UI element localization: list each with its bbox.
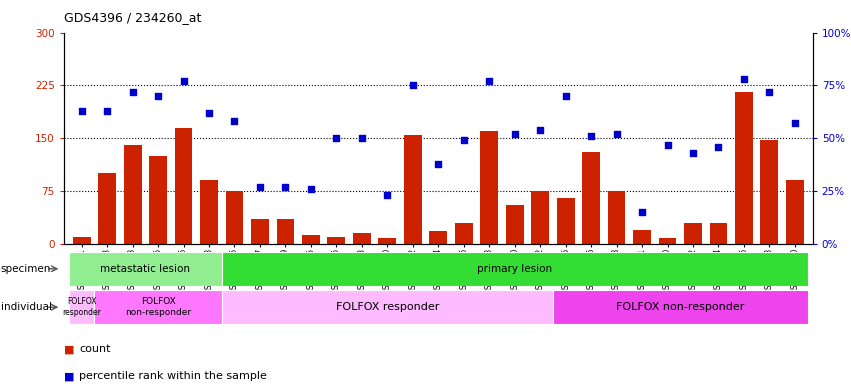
Bar <box>557 198 574 244</box>
Bar <box>69 252 222 286</box>
Point <box>431 161 445 167</box>
Point <box>100 108 114 114</box>
Point <box>228 118 242 124</box>
Bar <box>200 180 218 244</box>
Point <box>457 137 471 144</box>
Bar <box>149 156 167 244</box>
Bar <box>430 231 447 244</box>
Text: ■: ■ <box>64 344 74 354</box>
Text: individual: individual <box>1 302 52 312</box>
Point <box>686 150 700 156</box>
Text: ■: ■ <box>64 371 74 381</box>
Bar <box>94 290 222 324</box>
Text: FOLFOX non-responder: FOLFOX non-responder <box>616 302 745 312</box>
Point <box>483 78 496 84</box>
Bar <box>69 290 94 324</box>
Bar <box>379 238 397 244</box>
Bar <box>684 223 702 244</box>
Bar <box>174 127 192 244</box>
Point <box>788 121 802 127</box>
Bar <box>710 223 728 244</box>
Text: GDS4396 / 234260_at: GDS4396 / 234260_at <box>64 12 201 25</box>
Point <box>534 127 547 133</box>
Point <box>508 131 522 137</box>
Point <box>329 135 343 141</box>
Point <box>177 78 191 84</box>
Bar <box>302 235 320 244</box>
Bar <box>454 223 472 244</box>
Point <box>660 142 674 148</box>
Bar <box>328 237 346 244</box>
Bar <box>735 93 753 244</box>
Bar <box>659 238 677 244</box>
Point <box>711 144 725 150</box>
Bar <box>761 140 779 244</box>
Bar <box>480 131 498 244</box>
Point <box>75 108 89 114</box>
Text: metastatic lesion: metastatic lesion <box>100 264 191 274</box>
Text: primary lesion: primary lesion <box>477 264 552 274</box>
Bar <box>277 219 294 244</box>
Bar <box>531 191 549 244</box>
Bar <box>226 191 243 244</box>
Bar <box>98 174 116 244</box>
Bar <box>505 205 523 244</box>
Point <box>278 184 292 190</box>
Point <box>380 192 394 199</box>
Text: specimen: specimen <box>1 264 51 274</box>
Point <box>151 93 165 99</box>
Text: percentile rank within the sample: percentile rank within the sample <box>79 371 267 381</box>
Bar <box>404 135 422 244</box>
Text: FOLFOX
responder: FOLFOX responder <box>62 298 101 317</box>
Point <box>203 110 216 116</box>
Bar <box>553 290 808 324</box>
Bar <box>582 152 600 244</box>
Bar <box>608 191 625 244</box>
Text: count: count <box>79 344 111 354</box>
Bar <box>222 252 808 286</box>
Point <box>126 89 140 95</box>
Point <box>610 131 624 137</box>
Point <box>762 89 776 95</box>
Point <box>355 135 368 141</box>
Bar <box>72 237 90 244</box>
Point <box>635 209 648 215</box>
Bar <box>123 145 141 244</box>
Point <box>559 93 573 99</box>
Point <box>253 184 266 190</box>
Bar <box>222 290 553 324</box>
Bar <box>353 233 371 244</box>
Point <box>304 186 317 192</box>
Point <box>585 133 598 139</box>
Text: FOLFOX
non-responder: FOLFOX non-responder <box>125 298 191 317</box>
Bar <box>633 230 651 244</box>
Point <box>406 83 420 89</box>
Point <box>737 76 751 82</box>
Text: FOLFOX responder: FOLFOX responder <box>335 302 439 312</box>
Bar <box>251 219 269 244</box>
Bar <box>786 180 804 244</box>
